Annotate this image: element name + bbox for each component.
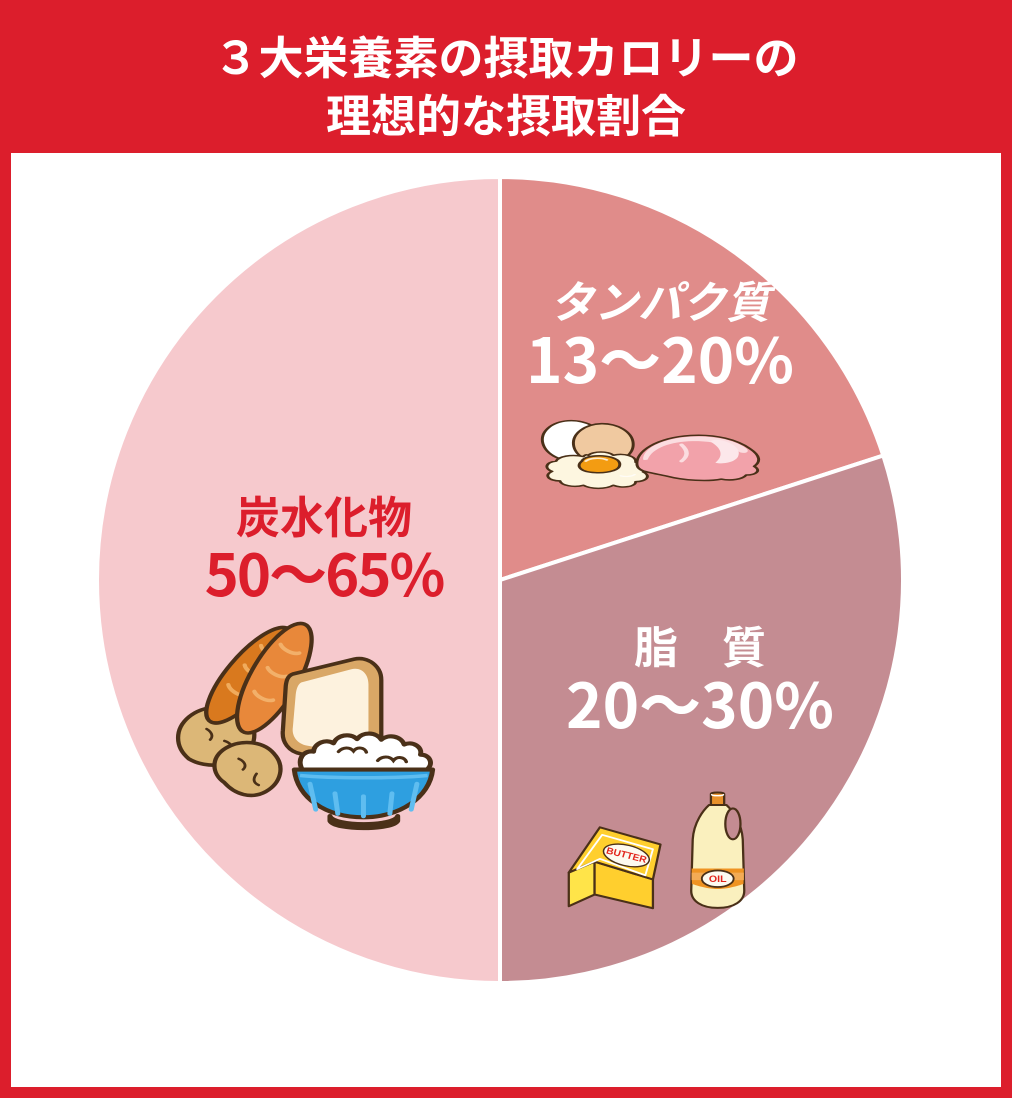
svg-text:20〜30%: 20〜30% (566, 656, 834, 746)
svg-text:50〜65%: 50〜65% (205, 529, 444, 613)
svg-text:OIL: OIL (709, 874, 727, 884)
svg-text:13〜20%: 13〜20% (526, 311, 794, 401)
